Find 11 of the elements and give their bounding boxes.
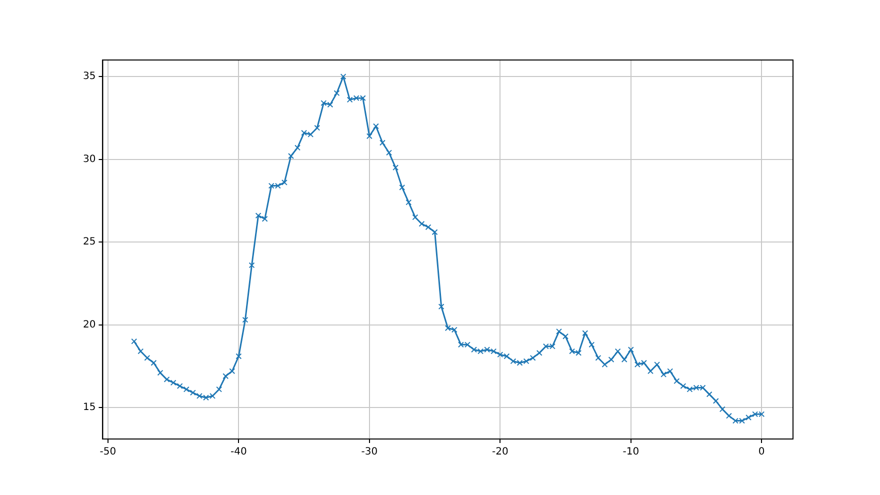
x-tick-label: -40 [230, 446, 247, 458]
x-tick-label: -50 [100, 446, 116, 458]
x-tick-label: -20 [492, 446, 508, 458]
x-tick-label: 0 [758, 446, 765, 458]
x-tick-label: -30 [361, 446, 378, 458]
y-tick-label: 20 [82, 319, 96, 330]
y-tick-label: 25 [82, 236, 96, 248]
x-tick-label: -10 [622, 446, 640, 458]
y-tick-label: 15 [82, 402, 96, 414]
y-tick-label: 35 [82, 71, 96, 82]
y-tick-label: 30 [82, 154, 96, 165]
